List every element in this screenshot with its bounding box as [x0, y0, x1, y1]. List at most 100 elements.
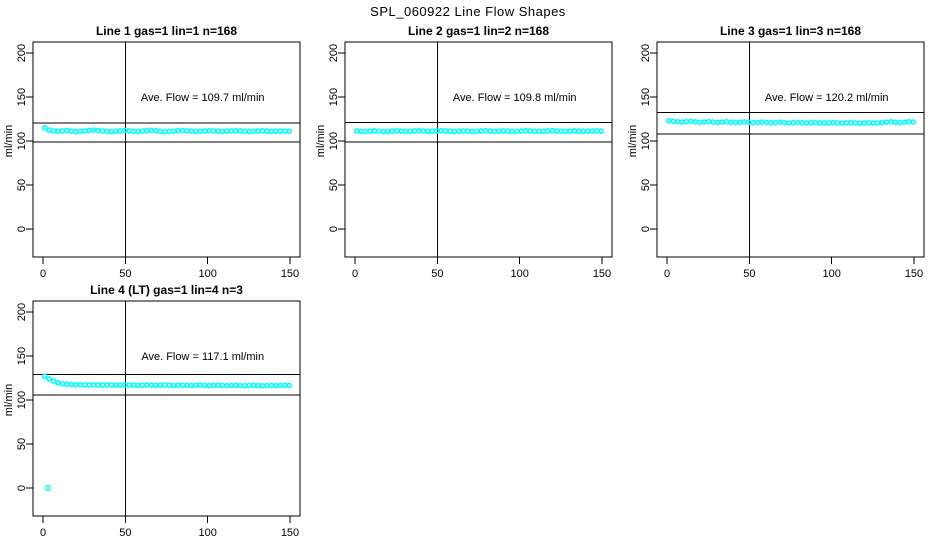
data-point: [901, 119, 908, 125]
data-point: [161, 128, 168, 135]
data-point: [95, 382, 101, 388]
data-point: [598, 128, 604, 134]
data-point: [665, 117, 672, 124]
data-point: [482, 127, 489, 134]
data-point: [86, 382, 92, 388]
data-point: [384, 128, 391, 135]
data-point: [215, 382, 221, 389]
data-point: [719, 119, 725, 125]
panel-title: Line 3 gas=1 lin=3 n=168: [720, 24, 861, 38]
data-point: [184, 382, 190, 389]
data-point: [175, 382, 181, 389]
data-point: [193, 128, 199, 135]
data-point: [447, 128, 453, 135]
data-point: [728, 119, 734, 125]
data-point: [201, 128, 208, 134]
data-point: [536, 128, 542, 135]
data-point: [117, 128, 124, 134]
x-tick-label: 150: [281, 527, 299, 539]
panel-line-3: Line 3 gas=1 lin=3 n=168 0 50 100 150 200 ml/m…: [627, 24, 925, 280]
y-axis-label: ml/min: [3, 125, 15, 157]
data-point: [754, 119, 761, 126]
data-point: [179, 127, 186, 134]
data-point: [277, 128, 284, 134]
data-point: [50, 378, 57, 384]
data-point: [277, 382, 284, 389]
panel-grid: Line 1 gas=1 lin=1 n=168 0 50 100 150 200 ml/m…: [0, 22, 936, 540]
data-point: [420, 128, 427, 134]
data-point: [558, 128, 564, 135]
data-point: [509, 128, 516, 135]
data-point: [250, 128, 257, 135]
data-point: [157, 382, 164, 389]
data-point: [545, 128, 551, 134]
data-point: [286, 382, 292, 389]
data-point: [522, 127, 529, 134]
data-point: [281, 128, 288, 134]
ave-flow-annotation: Ave. Flow = 120.2 ml/min: [765, 92, 889, 104]
data-point: [763, 119, 770, 126]
data-point: [839, 120, 845, 126]
data-point: [759, 119, 765, 125]
data-point: [803, 120, 810, 126]
data-point: [90, 381, 97, 388]
data-point: [696, 119, 703, 126]
data-point: [50, 128, 57, 134]
data-point: [99, 382, 106, 389]
data-point: [281, 382, 288, 389]
data-point: [241, 382, 248, 389]
data-point: [197, 382, 204, 388]
data-point: [562, 128, 569, 135]
panel-title: Line 4 (LT) gas=1 lin=4 n=3: [90, 283, 243, 297]
y-tick-label: 0: [16, 485, 28, 491]
x-tick-label: 0: [40, 268, 46, 280]
y-axis: 0 50 100 150 200 ml/min: [315, 44, 345, 232]
data-point: [201, 382, 208, 389]
data-point: [683, 118, 690, 125]
data-point: [701, 119, 708, 125]
y-axis: 0 50 100 150 200 ml/min: [627, 44, 657, 232]
data-point: [99, 128, 106, 134]
data-point: [362, 128, 369, 135]
data-point: [144, 127, 150, 134]
data-point: [794, 119, 801, 126]
panel-line-1: Line 1 gas=1 lin=1 n=168 0 50 100 150 200 ml/m…: [3, 24, 301, 280]
data-point: [549, 127, 556, 134]
data-point: [402, 128, 409, 135]
data-point: [491, 128, 498, 135]
data-point: [135, 382, 141, 389]
data-point: [442, 128, 449, 134]
data-point: [353, 128, 360, 134]
y-tick-label: 0: [640, 226, 652, 232]
data-point: [193, 382, 199, 389]
data-point: [776, 119, 783, 125]
y-tick-label: 200: [16, 44, 28, 62]
data-point: [679, 119, 685, 125]
data-point: [179, 382, 186, 388]
data-point: [268, 382, 275, 389]
data-point: [166, 382, 172, 389]
data-point: [861, 120, 868, 126]
y-tick-label: 150: [16, 347, 28, 365]
x-tick-label: 150: [281, 268, 299, 280]
data-point: [206, 127, 212, 134]
data-point: [184, 127, 190, 134]
data-points: [353, 127, 604, 135]
data-point: [714, 119, 721, 126]
y-tick-label: 0: [16, 226, 28, 232]
data-point: [215, 128, 221, 134]
data-point: [888, 119, 894, 125]
data-point: [380, 128, 387, 135]
data-point: [874, 120, 881, 126]
x-tick-label: 0: [352, 268, 358, 280]
data-point: [273, 382, 279, 389]
data-point: [865, 119, 872, 126]
data-point: [585, 128, 591, 135]
data-point: [241, 128, 248, 135]
data-point: [86, 127, 92, 134]
plot-box: [32, 41, 301, 258]
data-point: [464, 128, 471, 134]
data-point: [46, 127, 52, 133]
data-point: [233, 127, 239, 134]
